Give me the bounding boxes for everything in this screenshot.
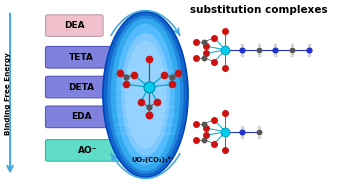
Ellipse shape xyxy=(114,69,176,73)
Ellipse shape xyxy=(121,33,170,156)
Ellipse shape xyxy=(114,87,176,91)
Text: UO₂(CO₃)₃⁴⁻: UO₂(CO₃)₃⁴⁻ xyxy=(131,156,174,163)
Ellipse shape xyxy=(114,105,176,109)
FancyBboxPatch shape xyxy=(46,46,117,68)
Text: EDA: EDA xyxy=(71,112,92,121)
Ellipse shape xyxy=(125,40,166,149)
Ellipse shape xyxy=(116,24,175,165)
Text: Binding Free Energy: Binding Free Energy xyxy=(5,52,11,135)
Text: DEA: DEA xyxy=(64,21,85,30)
Text: substitution complexes: substitution complexes xyxy=(189,5,327,15)
Ellipse shape xyxy=(104,12,187,177)
Ellipse shape xyxy=(114,95,176,100)
FancyBboxPatch shape xyxy=(46,15,103,36)
Ellipse shape xyxy=(111,18,180,171)
Text: TETA: TETA xyxy=(69,53,94,62)
Ellipse shape xyxy=(114,113,176,118)
Ellipse shape xyxy=(107,15,184,174)
Ellipse shape xyxy=(114,131,176,136)
FancyBboxPatch shape xyxy=(46,76,117,98)
FancyBboxPatch shape xyxy=(46,106,117,128)
FancyBboxPatch shape xyxy=(46,139,131,161)
Ellipse shape xyxy=(114,78,176,82)
Ellipse shape xyxy=(102,11,189,178)
Text: DETA: DETA xyxy=(68,83,94,91)
Text: AO⁻: AO⁻ xyxy=(78,146,98,155)
Ellipse shape xyxy=(114,122,176,127)
